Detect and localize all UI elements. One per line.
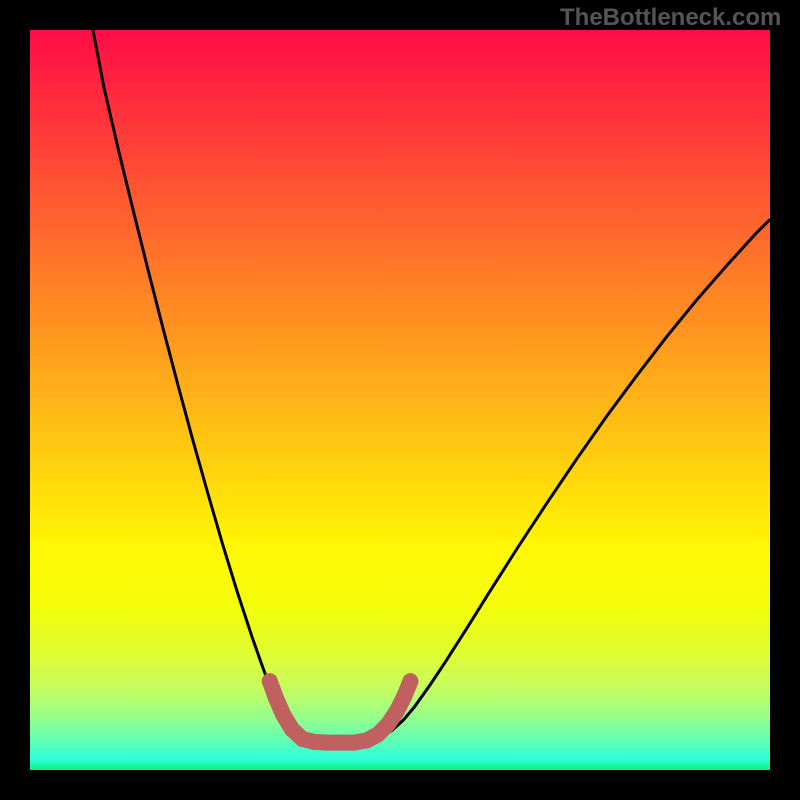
valley-marker-dot [262,673,278,689]
gradient-background [30,30,770,770]
valley-marker-dot [320,735,336,751]
plot-area [30,30,770,770]
valley-marker-dot [346,735,362,751]
right-bottleneck-curve [370,219,770,740]
valley-marker-dot [380,716,396,732]
valley-marker-dot [284,721,300,737]
valley-marker-dot [359,732,375,748]
valley-marker-dot [306,734,322,750]
watermark-text: TheBottleneck.com [560,4,781,32]
valley-marker-dot [275,707,291,723]
valley-markers [262,673,419,750]
left-bottleneck-curve [93,30,311,740]
valley-marker-dot [268,690,284,706]
valley-marker-dot [370,727,386,743]
valley-marker-stroke [270,681,411,742]
valley-marker-dot [389,703,405,719]
valley-marker-dot [396,688,412,704]
valley-marker-dot [402,673,418,689]
valley-marker-dot [294,731,310,747]
outer-frame: TheBottleneck.com [0,0,800,800]
gradient-canvas [30,30,770,770]
valley-marker-dot [333,735,349,751]
